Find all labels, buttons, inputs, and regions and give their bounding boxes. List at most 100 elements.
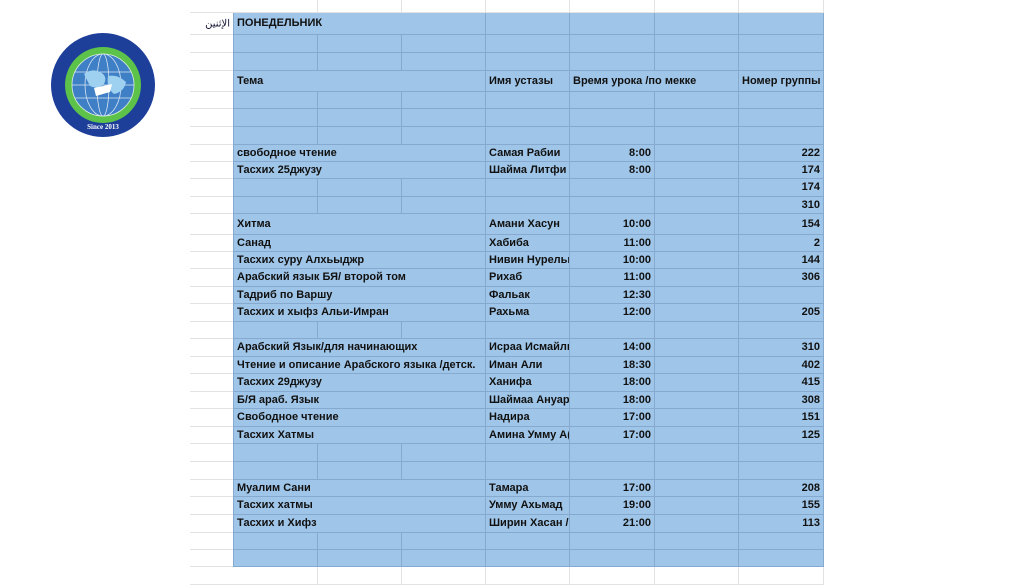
group-cell[interactable]: 113 [739, 515, 824, 533]
group-cell[interactable] [739, 533, 824, 550]
row-header[interactable] [190, 462, 233, 480]
empty-cell[interactable] [739, 567, 824, 585]
empty-cell[interactable] [233, 53, 318, 71]
time-cell[interactable] [570, 444, 655, 462]
time-cell[interactable]: 12:30 [570, 287, 655, 304]
empty-cell[interactable] [655, 145, 739, 162]
teacher-cell[interactable] [486, 127, 570, 145]
empty-cell[interactable] [318, 567, 402, 585]
row-header[interactable]: الإثنين [190, 13, 233, 35]
row-header[interactable] [190, 550, 233, 567]
group-cell[interactable]: 2 [739, 235, 824, 252]
empty-cell[interactable] [233, 550, 318, 567]
row-header[interactable] [190, 357, 233, 374]
empty-cell[interactable] [655, 304, 739, 322]
theme-cell[interactable]: Тасхих суру Алхьыджр [233, 252, 486, 269]
row-header[interactable] [190, 92, 233, 109]
time-cell[interactable] [570, 322, 655, 339]
empty-cell[interactable] [570, 0, 655, 13]
empty-cell[interactable] [318, 35, 402, 53]
time-cell[interactable]: 14:00 [570, 339, 655, 357]
empty-cell[interactable] [486, 13, 570, 35]
group-cell[interactable] [739, 444, 824, 462]
empty-cell[interactable] [402, 567, 486, 585]
row-header[interactable] [190, 35, 233, 53]
empty-cell[interactable] [739, 53, 824, 71]
group-cell[interactable] [739, 462, 824, 480]
empty-cell[interactable] [233, 0, 318, 13]
empty-cell[interactable] [655, 92, 739, 109]
row-header[interactable] [190, 515, 233, 533]
empty-cell[interactable] [318, 444, 402, 462]
row-header[interactable] [190, 339, 233, 357]
teacher-cell[interactable]: Нивин Нурельı [486, 252, 570, 269]
teacher-cell[interactable]: Шайма Литфи [486, 162, 570, 179]
empty-cell[interactable] [655, 162, 739, 179]
empty-cell[interactable] [233, 444, 318, 462]
theme-cell[interactable]: Тасхих 29джузу [233, 374, 486, 392]
empty-cell[interactable] [739, 13, 824, 35]
empty-cell[interactable] [486, 567, 570, 585]
empty-cell[interactable] [655, 444, 739, 462]
empty-cell[interactable] [233, 533, 318, 550]
teacher-cell[interactable] [486, 179, 570, 197]
empty-cell[interactable] [655, 179, 739, 197]
group-cell[interactable] [739, 92, 824, 109]
empty-cell[interactable] [402, 0, 486, 13]
time-cell[interactable] [570, 533, 655, 550]
time-cell[interactable]: 8:00 [570, 145, 655, 162]
empty-cell[interactable] [318, 127, 402, 145]
group-cell[interactable] [739, 109, 824, 127]
group-cell[interactable]: 174 [739, 162, 824, 179]
time-cell[interactable] [570, 197, 655, 214]
row-header[interactable] [190, 252, 233, 269]
time-cell[interactable]: 11:00 [570, 269, 655, 287]
teacher-cell[interactable] [486, 533, 570, 550]
teacher-cell[interactable]: Ширин Хасан / [486, 515, 570, 533]
header-time[interactable]: Время урока /по мекке [570, 71, 739, 92]
empty-cell[interactable] [318, 179, 402, 197]
empty-cell[interactable] [402, 109, 486, 127]
theme-cell[interactable]: Тасхих хатмы [233, 497, 486, 515]
empty-cell[interactable] [570, 53, 655, 71]
row-header[interactable] [190, 409, 233, 427]
theme-cell[interactable]: Санад [233, 235, 486, 252]
theme-cell[interactable]: Чтение и описание Арабского языка /детск… [233, 357, 486, 374]
time-cell[interactable]: 18:00 [570, 392, 655, 409]
empty-cell[interactable] [655, 35, 739, 53]
time-cell[interactable]: 12:00 [570, 304, 655, 322]
empty-cell[interactable] [486, 53, 570, 71]
empty-cell[interactable] [655, 357, 739, 374]
row-header[interactable] [190, 71, 233, 92]
row-header[interactable] [190, 480, 233, 497]
teacher-cell[interactable] [486, 462, 570, 480]
empty-cell[interactable] [318, 197, 402, 214]
empty-cell[interactable] [655, 252, 739, 269]
empty-cell[interactable] [655, 374, 739, 392]
row-header[interactable] [190, 179, 233, 197]
spreadsheet[interactable]: الإثنين ПОНЕДЕЛЬНИК Тема Имя устазы Время ур… [190, 0, 832, 585]
empty-cell[interactable] [739, 35, 824, 53]
time-cell[interactable]: 18:00 [570, 374, 655, 392]
empty-cell[interactable] [402, 92, 486, 109]
group-cell[interactable]: 308 [739, 392, 824, 409]
group-cell[interactable]: 415 [739, 374, 824, 392]
empty-cell[interactable] [655, 427, 739, 444]
theme-cell[interactable]: Тадриб по Варшу [233, 287, 486, 304]
empty-cell[interactable] [655, 567, 739, 585]
theme-cell[interactable]: Свободное чтение [233, 409, 486, 427]
empty-cell[interactable] [318, 109, 402, 127]
empty-cell[interactable] [402, 550, 486, 567]
theme-cell[interactable]: Тасхих и Хифз [233, 515, 486, 533]
empty-cell[interactable] [318, 550, 402, 567]
empty-cell[interactable] [402, 35, 486, 53]
row-header[interactable] [190, 109, 233, 127]
row-header[interactable] [190, 304, 233, 322]
group-cell[interactable]: 154 [739, 214, 824, 235]
empty-cell[interactable] [655, 533, 739, 550]
teacher-cell[interactable]: Умму Ахьмад [486, 497, 570, 515]
empty-cell[interactable] [655, 235, 739, 252]
empty-cell[interactable] [655, 53, 739, 71]
empty-cell[interactable] [486, 35, 570, 53]
empty-cell[interactable] [233, 35, 318, 53]
